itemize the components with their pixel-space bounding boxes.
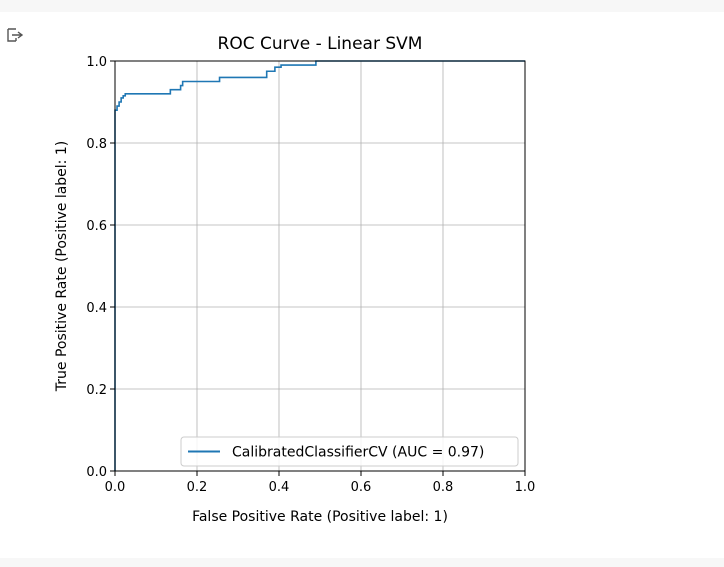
plot-frame bbox=[114, 60, 526, 472]
axis-ticks: 0.0 0.2 0.4 0.6 0.8 1.0 0.0 0.2 0.4 0.6 0.8 1.0 bbox=[86, 55, 535, 495]
x-tick-label: 1.0 bbox=[515, 480, 536, 495]
series-layer bbox=[114, 60, 525, 471]
x-axis-label: False Positive Rate (Positive label: 1) bbox=[192, 509, 448, 525]
x-tick-label: 0.2 bbox=[187, 480, 208, 495]
x-tick-label: 0.0 bbox=[105, 480, 126, 495]
roc-curve-line bbox=[114, 60, 525, 471]
x-tick-label: 0.6 bbox=[351, 480, 372, 495]
y-axis-label: True Positive Rate (Positive label: 1) bbox=[54, 141, 70, 392]
cell-output-area bbox=[0, 12, 724, 558]
x-tick-label: 0.8 bbox=[433, 480, 454, 495]
grid-lines bbox=[114, 60, 526, 472]
x-tick-label: 0.4 bbox=[269, 480, 290, 495]
y-tick-label: 1.0 bbox=[86, 55, 107, 70]
chart-title: ROC Curve - Linear SVM bbox=[218, 34, 423, 54]
y-tick-label: 0.6 bbox=[86, 219, 107, 234]
y-tick-label: 0.2 bbox=[86, 383, 107, 398]
legend-box bbox=[180, 436, 519, 467]
output-collapse-glyph bbox=[7, 28, 24, 42]
output-collapse-icon[interactable] bbox=[4, 24, 26, 46]
notebook-top-strip bbox=[0, 0, 724, 12]
y-tick-label: 0.4 bbox=[86, 301, 107, 316]
y-tick-label: 0.8 bbox=[86, 137, 107, 152]
legend-label: CalibratedClassifierCV (AUC = 0.97) bbox=[232, 445, 484, 461]
y-tick-label: 0.0 bbox=[86, 465, 107, 480]
notebook-bottom-strip bbox=[0, 558, 724, 567]
legend: CalibratedClassifierCV (AUC = 0.97) bbox=[180, 436, 519, 467]
